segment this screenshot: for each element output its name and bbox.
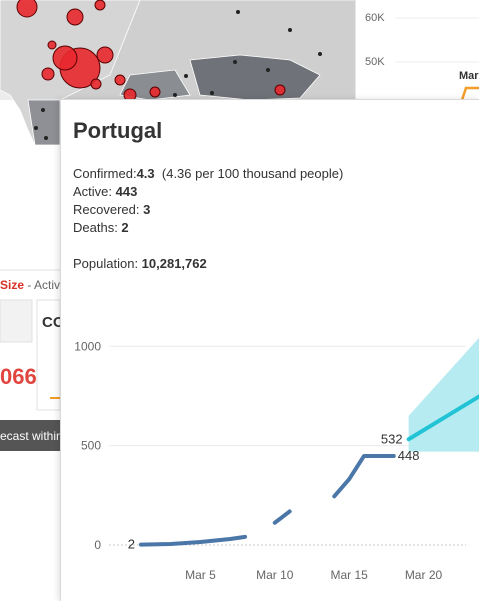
bg-chart-tick-60k: 60K: [365, 12, 385, 24]
y-tick-label: 500: [81, 439, 101, 453]
forecast-band: [408, 337, 479, 452]
data-label: 532: [381, 431, 403, 446]
confirmed-row: Confirmed:4.3 (4.36 per 100 thousand peo…: [73, 166, 343, 181]
deaths-row: Deaths: 2: [73, 220, 129, 235]
deaths-value: 2: [121, 220, 129, 235]
y-tick-label: 0: [94, 538, 101, 552]
bg-chart-tick-50k: 50K: [365, 56, 385, 68]
legend-size-label: Size: [0, 278, 25, 292]
forecast-button[interactable]: ecast within: [0, 429, 63, 443]
confirmed-value: 4.3: [136, 166, 155, 181]
deaths-label: Deaths:: [73, 220, 122, 235]
data-label: 2: [128, 537, 135, 552]
confirmed-label: Confirmed:: [73, 166, 137, 181]
x-tick-label: Mar 10: [256, 568, 294, 582]
confirmed-rate: (4.36 per 100 thousand people): [161, 166, 344, 181]
legend-text: Size - Activ: [0, 278, 60, 292]
bg-chart-annotation: Mar: [459, 70, 479, 82]
active-row: Active: 443: [73, 184, 137, 199]
actual-series-line: [332, 453, 396, 499]
tooltip-country-title: Portugal: [73, 118, 163, 143]
actual-series-line: [272, 509, 292, 525]
population-row: Population: 10,281,762: [73, 256, 207, 271]
card-value-partial: 066: [0, 364, 37, 389]
recovered-row: Recovered: 3: [73, 202, 150, 217]
legend-rest-label: - Activ: [24, 278, 61, 292]
card-partial-label: CO: [42, 314, 65, 331]
active-value: 443: [115, 184, 138, 199]
x-tick-label: Mar 15: [330, 568, 368, 582]
data-label: 448: [398, 448, 420, 463]
recovered-value: 3: [143, 202, 151, 217]
country-tooltip: Portugal Confirmed:4.3 (4.36 per 100 tho…: [60, 99, 479, 601]
active-label: Active:: [73, 184, 116, 199]
population-value: 10,281,762: [141, 256, 207, 271]
x-tick-label: Mar 20: [405, 568, 443, 582]
population-label: Population:: [73, 256, 142, 271]
actual-series-line: [138, 534, 248, 547]
y-tick-label: 1000: [74, 339, 101, 353]
forecast-series-line: [406, 394, 479, 442]
x-tick-label: Mar 5: [185, 568, 216, 582]
recovered-label: Recovered:: [73, 202, 144, 217]
